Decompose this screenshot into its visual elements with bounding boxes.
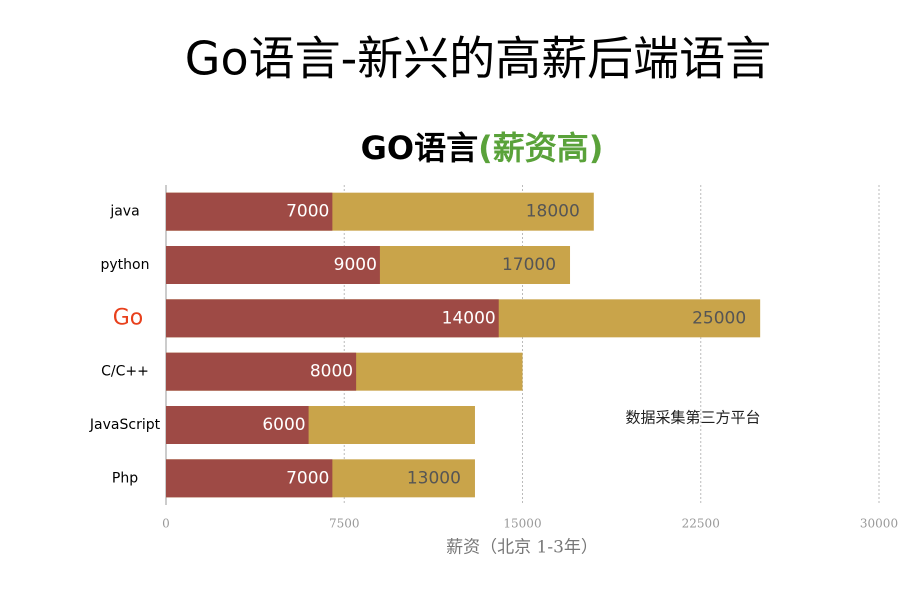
bar (166, 352, 357, 391)
x-axis-label: 薪资（北京 1-3年） (446, 538, 598, 558)
data-label: 14000 (442, 308, 496, 328)
chart-title-main: GO语言 (361, 129, 478, 167)
bar (166, 299, 499, 338)
data-label: 17000 (502, 255, 556, 275)
x-tick-label: 0 (162, 517, 170, 531)
x-tick-label: 15000 (503, 517, 541, 531)
page-title: Go语言-新兴的高薪后端语言 (185, 32, 771, 86)
data-label: 7000 (286, 202, 329, 222)
bar (166, 246, 380, 284)
x-tick-label: 22500 (682, 517, 720, 531)
bar (166, 459, 333, 498)
data-label: 18000 (526, 202, 580, 222)
y-tick-label: java (109, 204, 139, 220)
y-tick-label: C/C++ (101, 364, 149, 380)
data-label: 6000 (262, 415, 305, 435)
y-tick-label: python (101, 257, 150, 273)
chart-title: GO语言(薪资高) (361, 129, 604, 167)
data-label: 9000 (334, 255, 377, 275)
x-tick-label: 7500 (329, 517, 360, 531)
data-label: 8000 (310, 362, 353, 382)
annotation: 数据采集第三方平台 (625, 409, 760, 427)
bar (166, 406, 309, 444)
y-tick-label: Go (113, 305, 144, 330)
y-tick-label: Php (112, 470, 138, 486)
data-label: 13000 (407, 468, 461, 488)
bar (166, 192, 333, 231)
data-label: 7000 (286, 468, 329, 488)
y-tick-label: JavaScript (89, 417, 161, 433)
data-label: 25000 (692, 308, 746, 328)
x-tick-label: 30000 (860, 517, 898, 531)
chart-title-highlight: (薪资高) (478, 129, 603, 167)
